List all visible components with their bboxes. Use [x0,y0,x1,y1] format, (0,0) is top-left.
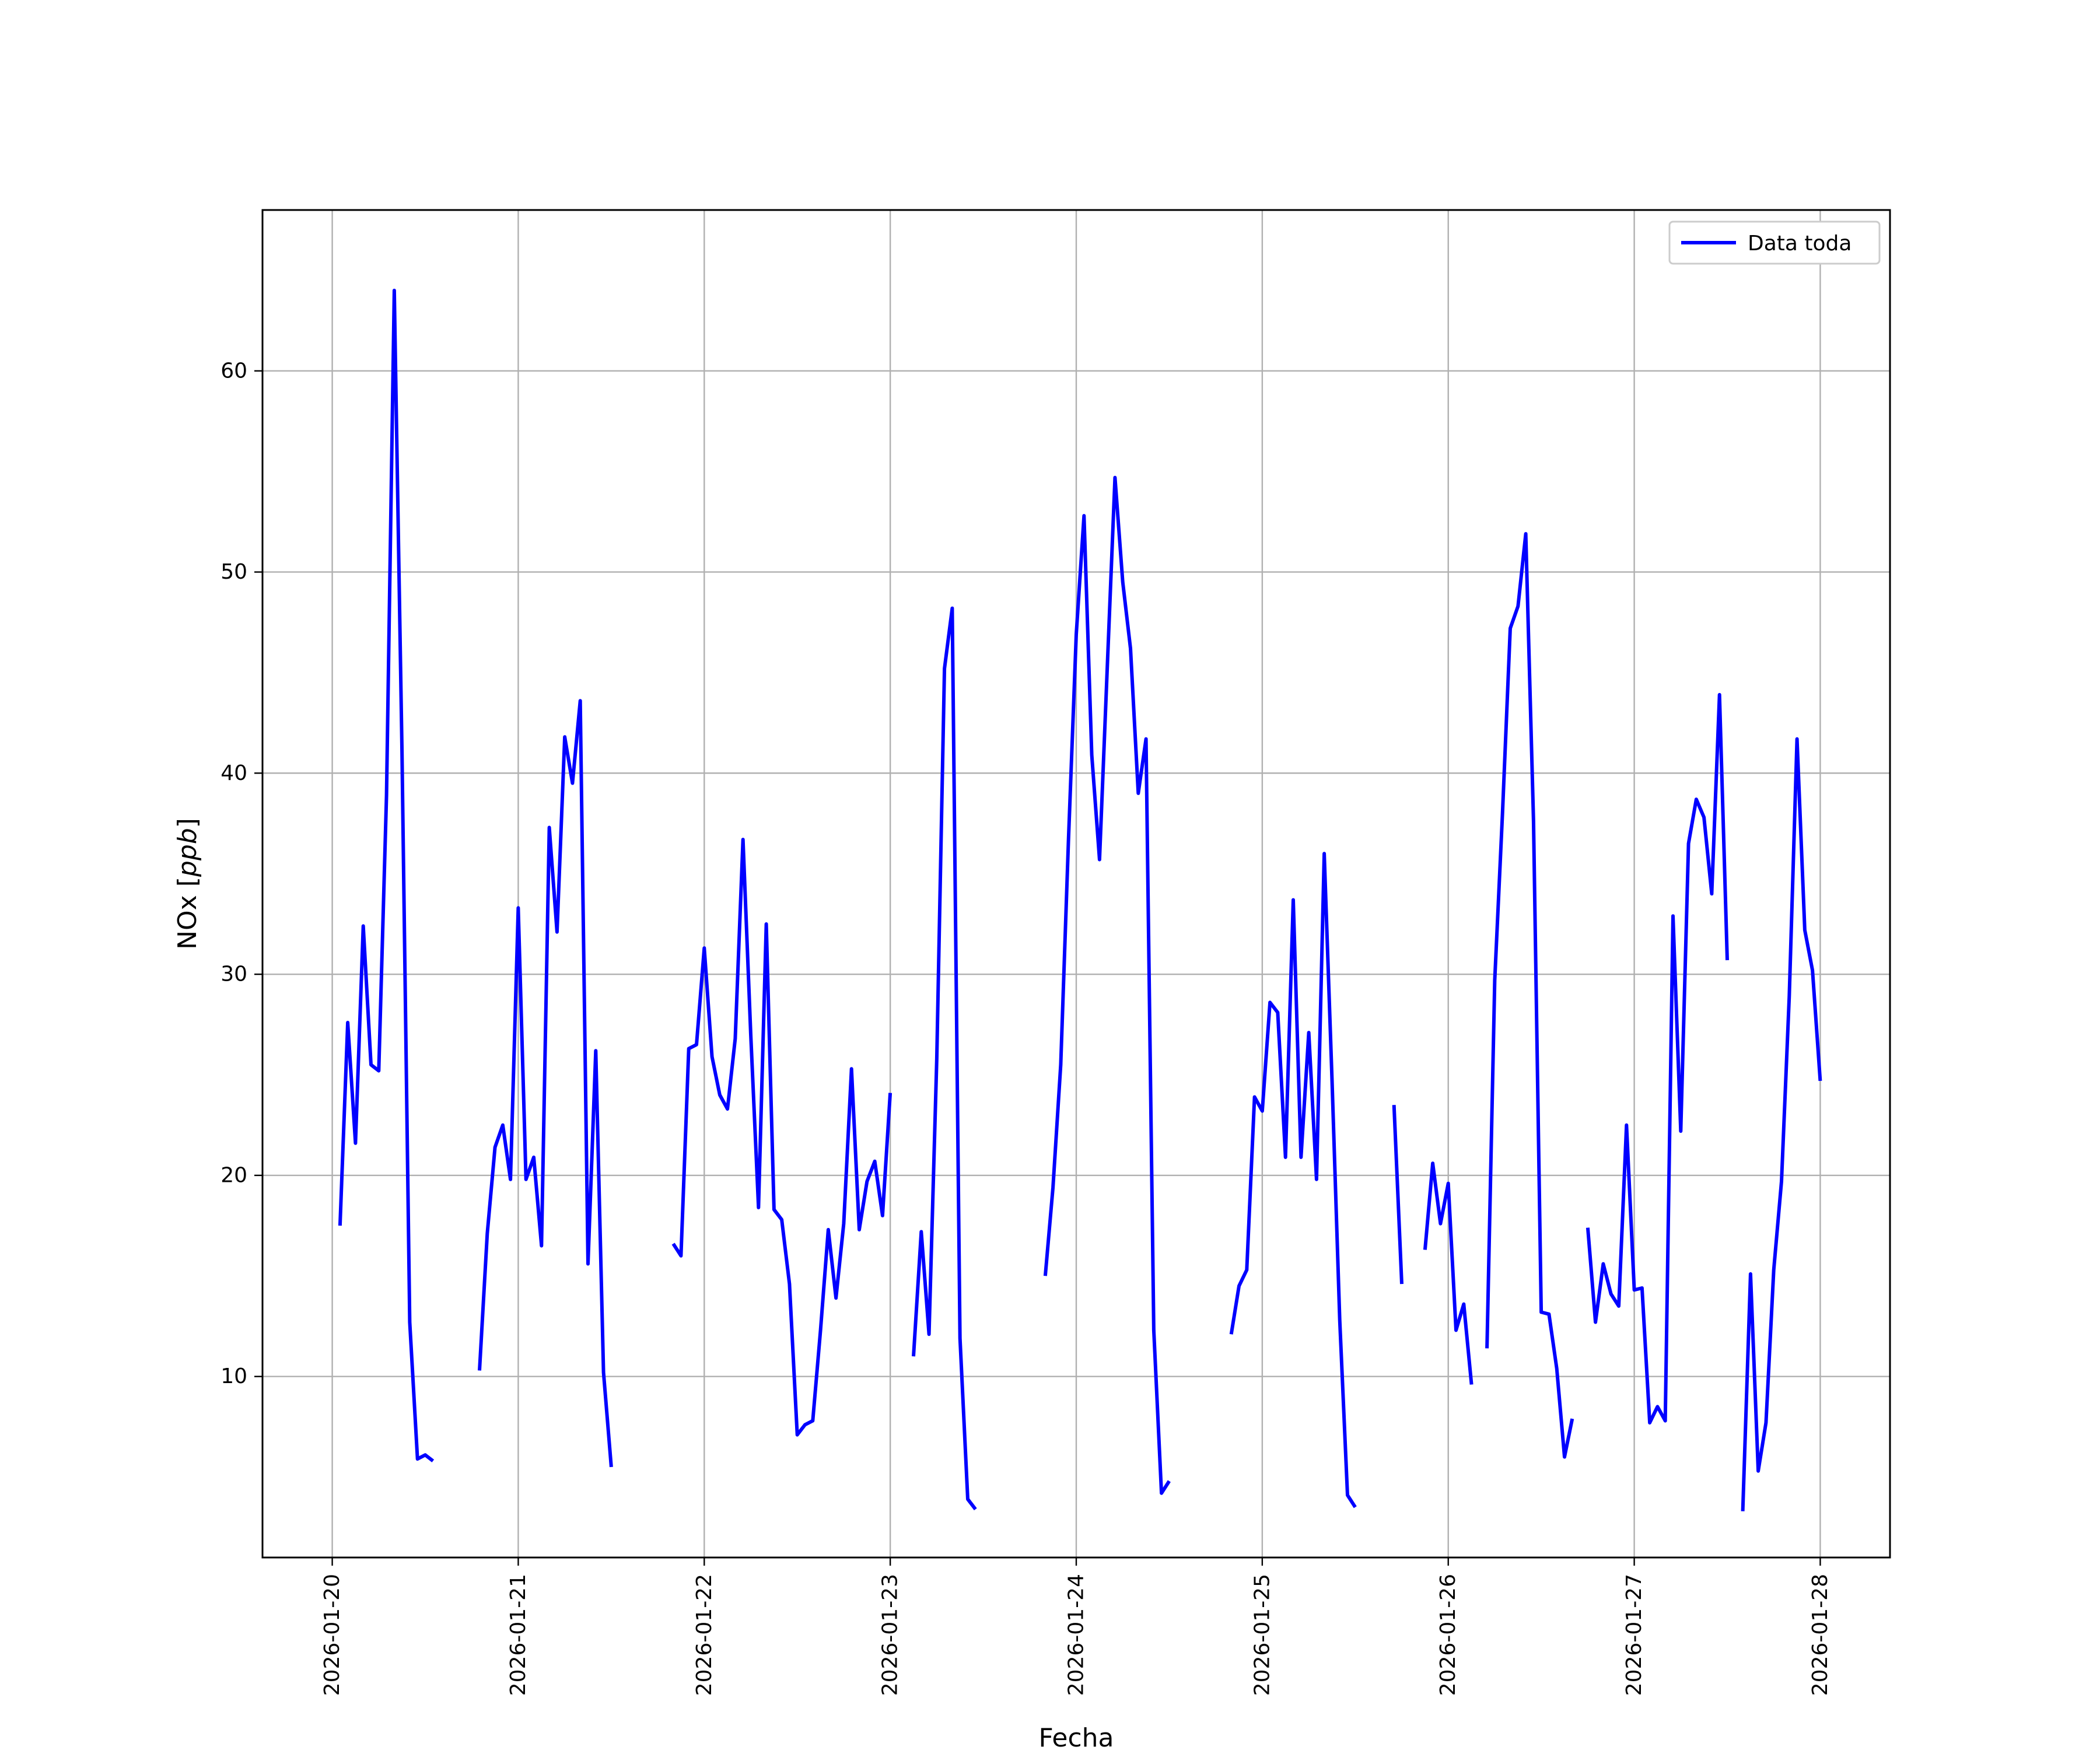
y-tick-label: 50 [220,560,247,584]
y-axis-title: NOx [ppb] [173,818,202,950]
x-tick-label: 2026-01-22 [692,1574,716,1696]
x-tick-label: 2026-01-25 [1250,1574,1274,1696]
y-tick-label: 40 [220,761,247,785]
x-axis-ticks: 2026-01-20 2026-01-21 2026-01-22 2026-01-23… [320,1558,1832,1696]
series-line-segment [1586,692,1729,1424]
series-line-segment [1229,852,1357,1508]
series-lines [338,288,1822,1511]
x-axis-title: Fecha [1038,1723,1114,1750]
y-tick-label: 30 [220,963,247,986]
x-tick-label: 2026-01-27 [1622,1574,1646,1696]
series-line-segment [1392,1105,1404,1284]
x-tick-label: 2026-01-28 [1808,1574,1832,1696]
legend: Data toda [1668,220,1881,265]
y-tick-label: 10 [220,1364,247,1388]
x-tick-label: 2026-01-20 [320,1574,344,1696]
x-tick-label: 2026-01-24 [1065,1574,1088,1696]
x-tick-label: 2026-01-21 [506,1574,530,1696]
series-line-segment [912,606,977,1511]
series-line-segment [1423,1161,1474,1385]
series-line-segment [1043,475,1171,1495]
legend-label: Data toda [1748,232,1852,256]
x-tick-label: 2026-01-23 [878,1574,902,1696]
x-tick-label: 2026-01-26 [1436,1574,1460,1696]
y-tick-label: 60 [220,359,247,383]
series-line-segment [1485,532,1574,1459]
grid-lines [262,210,1890,1558]
y-tick-label: 20 [220,1163,247,1187]
legend-box [1668,220,1881,265]
y-axis-title-unit: ppb [173,828,202,877]
y-axis-ticks: 10 20 30 40 50 60 [220,359,262,1388]
series-line-segment [1741,737,1822,1511]
series-line-segment [671,838,892,1437]
series-line-segment [478,699,613,1468]
series-line-segment [338,288,435,1462]
y-axis-title-main: NOx [ [173,877,202,950]
y-axis-title-close: ] [173,818,202,828]
